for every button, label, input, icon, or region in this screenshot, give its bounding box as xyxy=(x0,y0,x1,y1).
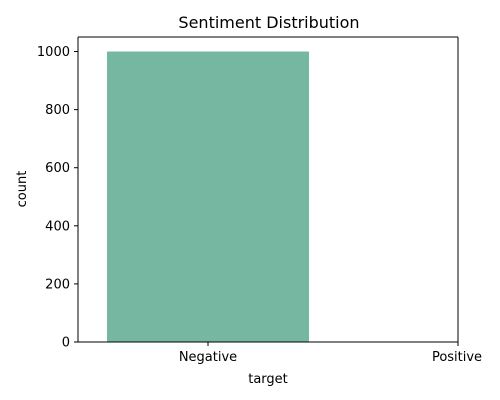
y-tick-label: 1000 xyxy=(37,45,70,60)
bars-group xyxy=(107,51,309,343)
x-tick-label: Negative xyxy=(179,350,237,365)
y-tick-label: 0 xyxy=(62,336,70,351)
y-axis-ticks: 0 200 400 600 800 1000 xyxy=(37,45,78,351)
x-axis-ticks: Negative Positive xyxy=(179,342,482,365)
bar-negative xyxy=(107,51,309,343)
y-tick-label: 200 xyxy=(45,277,70,292)
y-tick-label: 600 xyxy=(45,161,70,176)
y-tick-label: 800 xyxy=(45,103,70,118)
chart-title: Sentiment Distribution xyxy=(178,13,359,32)
y-axis-label: count xyxy=(15,171,30,208)
y-tick-label: 400 xyxy=(45,219,70,234)
x-axis-label: target xyxy=(248,372,288,387)
x-tick-label: Positive xyxy=(432,350,482,365)
